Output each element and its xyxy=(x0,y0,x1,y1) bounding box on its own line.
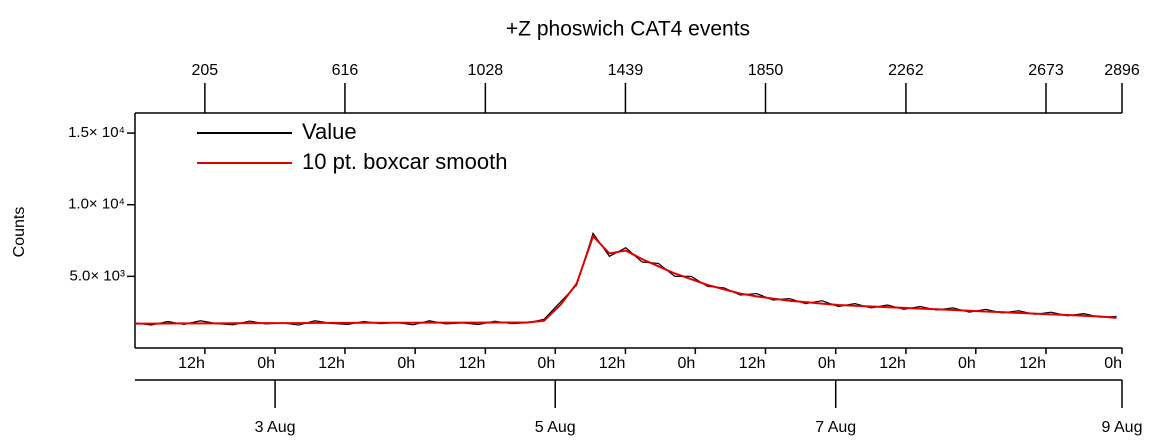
date-tick-label: 9 Aug xyxy=(1102,419,1143,436)
x-tick-label: 12h xyxy=(318,355,345,372)
x-tick-label: 12h xyxy=(599,355,626,372)
date-tick-label: 7 Aug xyxy=(815,419,856,436)
x-tick-label: 0h xyxy=(537,355,555,372)
x-tick-label: 0h xyxy=(958,355,976,372)
x-tick-label: 12h xyxy=(459,355,486,372)
x-tick-label: 0h xyxy=(818,355,836,372)
top-tick-label: 2673 xyxy=(1028,62,1064,79)
y-tick-label: 1.5× 10⁴ xyxy=(68,124,125,141)
top-tick-label: 205 xyxy=(192,62,219,79)
top-tick-label: 1439 xyxy=(608,62,644,79)
top-tick-label: 2896 xyxy=(1104,62,1140,79)
x-tick-label: 0h xyxy=(678,355,696,372)
top-tick-label: 616 xyxy=(332,62,359,79)
x-tick-label: 0h xyxy=(397,355,415,372)
x-tick-label: 12h xyxy=(178,355,205,372)
y-tick-label: 5.0× 10³ xyxy=(70,267,125,284)
x-tick-label: 0h xyxy=(1104,355,1122,372)
date-tick-label: 3 Aug xyxy=(255,419,296,436)
legend-label: Value xyxy=(302,119,357,144)
legend-label: 10 pt. boxcar smooth xyxy=(302,149,507,174)
chart-title: +Z phoswich CAT4 events xyxy=(506,18,750,41)
top-tick-label: 1028 xyxy=(468,62,504,79)
series-line xyxy=(134,232,1117,326)
x-tick-label: 12h xyxy=(739,355,766,372)
top-tick-label: 2262 xyxy=(888,62,924,79)
x-tick-label: 0h xyxy=(257,355,275,372)
y-axis-label: Counts xyxy=(11,207,28,258)
x-tick-label: 12h xyxy=(1019,355,1046,372)
y-tick-label: 1.0× 10⁴ xyxy=(68,196,125,213)
x-tick-label: 12h xyxy=(879,355,906,372)
top-tick-label: 1850 xyxy=(748,62,784,79)
date-tick-label: 5 Aug xyxy=(535,419,576,436)
series-line xyxy=(135,234,1117,325)
